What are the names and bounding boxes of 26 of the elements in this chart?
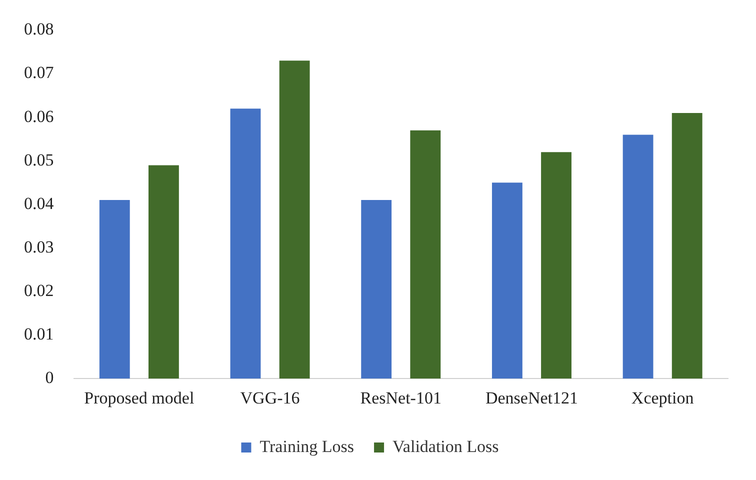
bar [99, 200, 130, 379]
x-tick-label: VGG-16 [240, 388, 300, 408]
y-tick-label: 0.03 [24, 237, 54, 256]
y-tick-label: 0.08 [24, 20, 54, 39]
bar [622, 134, 654, 379]
legend-label: Validation Loss [392, 436, 499, 456]
y-tick-label: 0.02 [24, 280, 54, 300]
y-tick-label: 0.07 [24, 63, 54, 82]
y-tick-label: 0.05 [24, 150, 54, 170]
bar [361, 200, 392, 379]
x-tick-label: Xception [631, 388, 694, 408]
bar [148, 165, 179, 379]
x-tick-label: DenseNet121 [485, 388, 578, 408]
y-tick-label: 0.06 [24, 106, 54, 126]
y-tick-label: 0 [45, 368, 54, 388]
x-tick-label: ResNet-101 [360, 388, 442, 408]
bar [541, 152, 572, 379]
y-tick-label: 0.04 [24, 194, 54, 213]
bar [410, 130, 441, 379]
y-tick-label: 0.01 [24, 324, 54, 344]
x-tick-label: Proposed model [84, 388, 194, 408]
bar [279, 60, 310, 379]
legend-label: Training Loss [260, 436, 354, 456]
bar [672, 112, 702, 379]
bar [492, 182, 522, 379]
bar [230, 108, 261, 379]
